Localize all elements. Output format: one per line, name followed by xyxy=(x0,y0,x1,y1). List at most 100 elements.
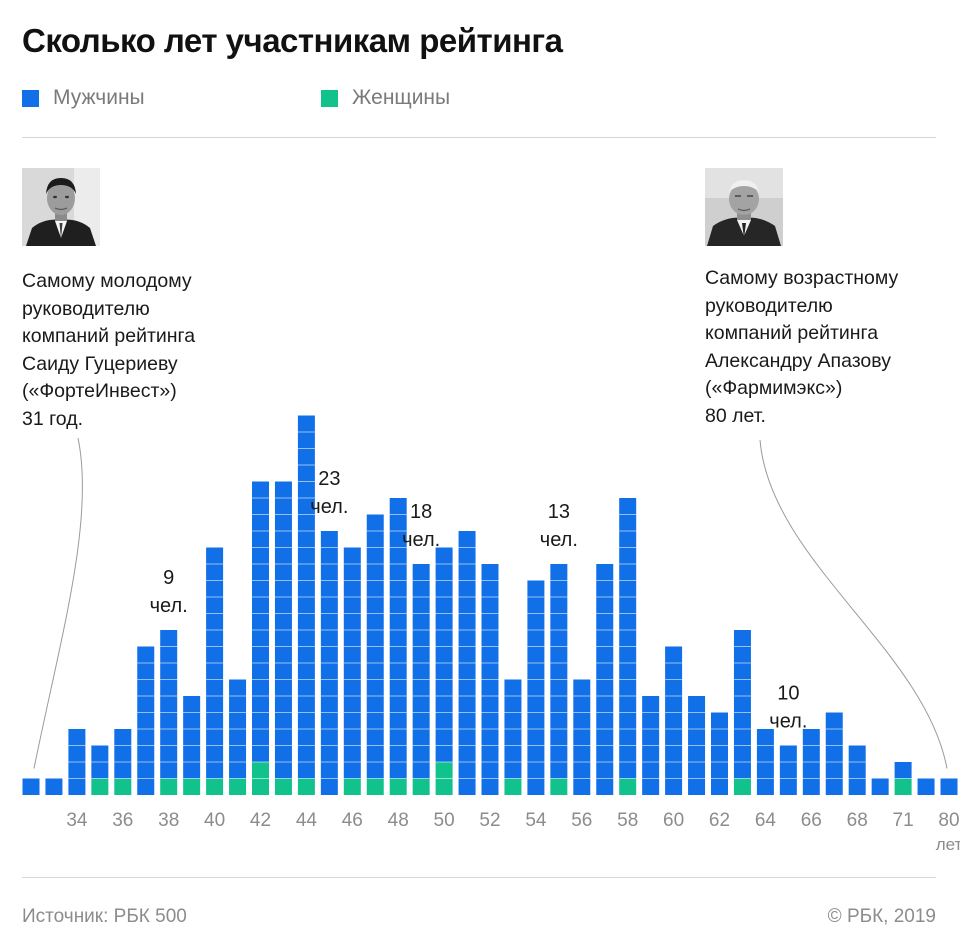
value-label: чел. xyxy=(150,595,188,617)
value-label: 23 xyxy=(318,468,340,490)
youngest-annotation-line: компаний рейтинга xyxy=(22,325,196,347)
connector-line-youngest xyxy=(33,437,83,769)
legend-swatch-men xyxy=(22,89,39,107)
bar-men-55 xyxy=(550,564,568,779)
value-label: чел. xyxy=(540,529,578,551)
oldest-annotation-line: компаний рейтинга xyxy=(705,322,879,344)
legend-item-women: Женщины xyxy=(321,86,450,110)
oldest-annotation-line: Самому возрастному xyxy=(705,267,899,289)
value-label: 10 xyxy=(777,683,799,705)
chart-title: Сколько лет участникам рейтинга xyxy=(22,22,563,59)
legend-label-women: Женщины xyxy=(352,86,451,109)
bar-men-38 xyxy=(160,630,178,779)
youngest-annotation-line: 31 год. xyxy=(22,407,84,430)
bar-men-50 xyxy=(435,547,453,762)
bar-men-37 xyxy=(137,646,155,795)
x-tick-label: 66 xyxy=(801,810,822,831)
bar-men-39 xyxy=(183,696,201,779)
bar-men-33 xyxy=(45,778,63,795)
value-label: чел. xyxy=(402,529,440,551)
bar-women-46 xyxy=(343,778,361,795)
x-tick-label: 54 xyxy=(525,810,547,831)
bar-men-80 xyxy=(940,778,958,795)
portrait-photo-icon xyxy=(705,168,783,246)
x-tick-label: 48 xyxy=(388,810,409,831)
bar-men-58 xyxy=(619,498,637,779)
x-tick-label: 64 xyxy=(755,810,777,831)
x-tick-label: 38 xyxy=(158,810,179,831)
top-divider xyxy=(22,137,936,138)
bar-women-40 xyxy=(206,778,224,795)
bar-men-60 xyxy=(665,646,683,795)
oldest-annotation-line: Александру Апазову xyxy=(705,349,891,372)
bar-women-47 xyxy=(366,778,384,795)
bar-men-71 xyxy=(894,762,912,779)
legend-label-men: Мужчины xyxy=(53,86,145,109)
x-tick-label: 68 xyxy=(847,810,868,831)
bar-women-55 xyxy=(550,778,568,795)
value-labels: 9 чел. 23 чел. 18 чел. 13 чел. 10 чел. xyxy=(150,468,808,733)
x-tick-label: 36 xyxy=(112,810,133,831)
bottom-divider xyxy=(22,877,936,878)
bar-women-36 xyxy=(114,778,132,795)
bar-women-44 xyxy=(297,778,315,795)
bar-men-68 xyxy=(848,745,866,795)
x-tick-label: 50 xyxy=(434,810,455,831)
connector-line-oldest xyxy=(759,439,948,769)
bar-women-41 xyxy=(229,778,247,795)
bar-men-49 xyxy=(412,564,430,779)
bar-women-43 xyxy=(274,778,292,795)
x-tick-label: 46 xyxy=(342,810,363,831)
portrait-photo-icon xyxy=(22,168,100,246)
source-note: Источник: РБК 500 xyxy=(22,906,187,927)
bar-women-63 xyxy=(733,778,751,795)
legend-item-men: Мужчины xyxy=(22,86,145,110)
bar-men-63 xyxy=(733,630,751,779)
copyright-note: © РБК, 2019 xyxy=(827,906,936,927)
bar-men-31 xyxy=(22,778,40,795)
annotation-connectors xyxy=(33,437,948,769)
youngest-annotation-line: руководителю xyxy=(22,297,150,320)
bar-men-62 xyxy=(711,712,728,795)
youngest-annotation: Самому молодому руководителю компаний ре… xyxy=(22,268,195,433)
value-label: чел. xyxy=(769,711,807,733)
value-label: 13 xyxy=(548,501,570,523)
x-tick-label: 58 xyxy=(617,810,638,831)
bar-women-48 xyxy=(389,778,407,795)
x-tick-label: 62 xyxy=(709,810,730,831)
bar-men-42 xyxy=(252,481,269,762)
bar-men-56 xyxy=(573,679,591,795)
bar-women-49 xyxy=(412,778,430,795)
x-tick-label: 40 xyxy=(204,810,225,831)
oldest-annotation-line: руководителю xyxy=(705,294,833,317)
legend-swatch-women xyxy=(321,89,338,107)
bar-men-36 xyxy=(114,729,132,779)
bar-women-35 xyxy=(91,778,109,795)
x-tick-label: 56 xyxy=(571,810,592,831)
youngest-annotation-line: («ФортеИнвест») xyxy=(22,380,177,402)
x-tick-label: 34 xyxy=(66,810,88,831)
bar-women-71 xyxy=(894,778,912,795)
oldest-annotation: Самому возрастному руководителю компаний… xyxy=(705,265,898,430)
x-axis-unit: лет xyxy=(936,835,960,854)
oldest-annotation-line: 80 лет. xyxy=(705,404,766,427)
bar-men-69 xyxy=(871,778,889,795)
value-label: 18 xyxy=(410,501,432,523)
x-axis-ticks: 34 36 38 40 42 44 46 48 50 52 54 56 58 60 62 64 66 68 71 80… xyxy=(66,810,960,854)
x-tick-label: 52 xyxy=(479,810,500,831)
youngest-annotation-line: Саиду Гуцериеву xyxy=(22,352,178,375)
x-tick-label: 42 xyxy=(250,810,271,831)
value-label: чел. xyxy=(310,496,348,518)
bar-women-58 xyxy=(619,778,637,795)
bar-men-48 xyxy=(389,498,407,779)
bar-women-39 xyxy=(183,778,201,795)
bar-men-67 xyxy=(825,712,843,795)
x-tick-label: 44 xyxy=(296,810,318,831)
value-label: 9 xyxy=(163,567,174,589)
bar-women-53 xyxy=(504,778,522,795)
oldest-annotation-line: («Фармимэкс») xyxy=(705,377,843,399)
x-tick-label: 71 xyxy=(893,810,914,831)
bar-men-72 xyxy=(917,778,935,795)
bars xyxy=(22,415,958,795)
